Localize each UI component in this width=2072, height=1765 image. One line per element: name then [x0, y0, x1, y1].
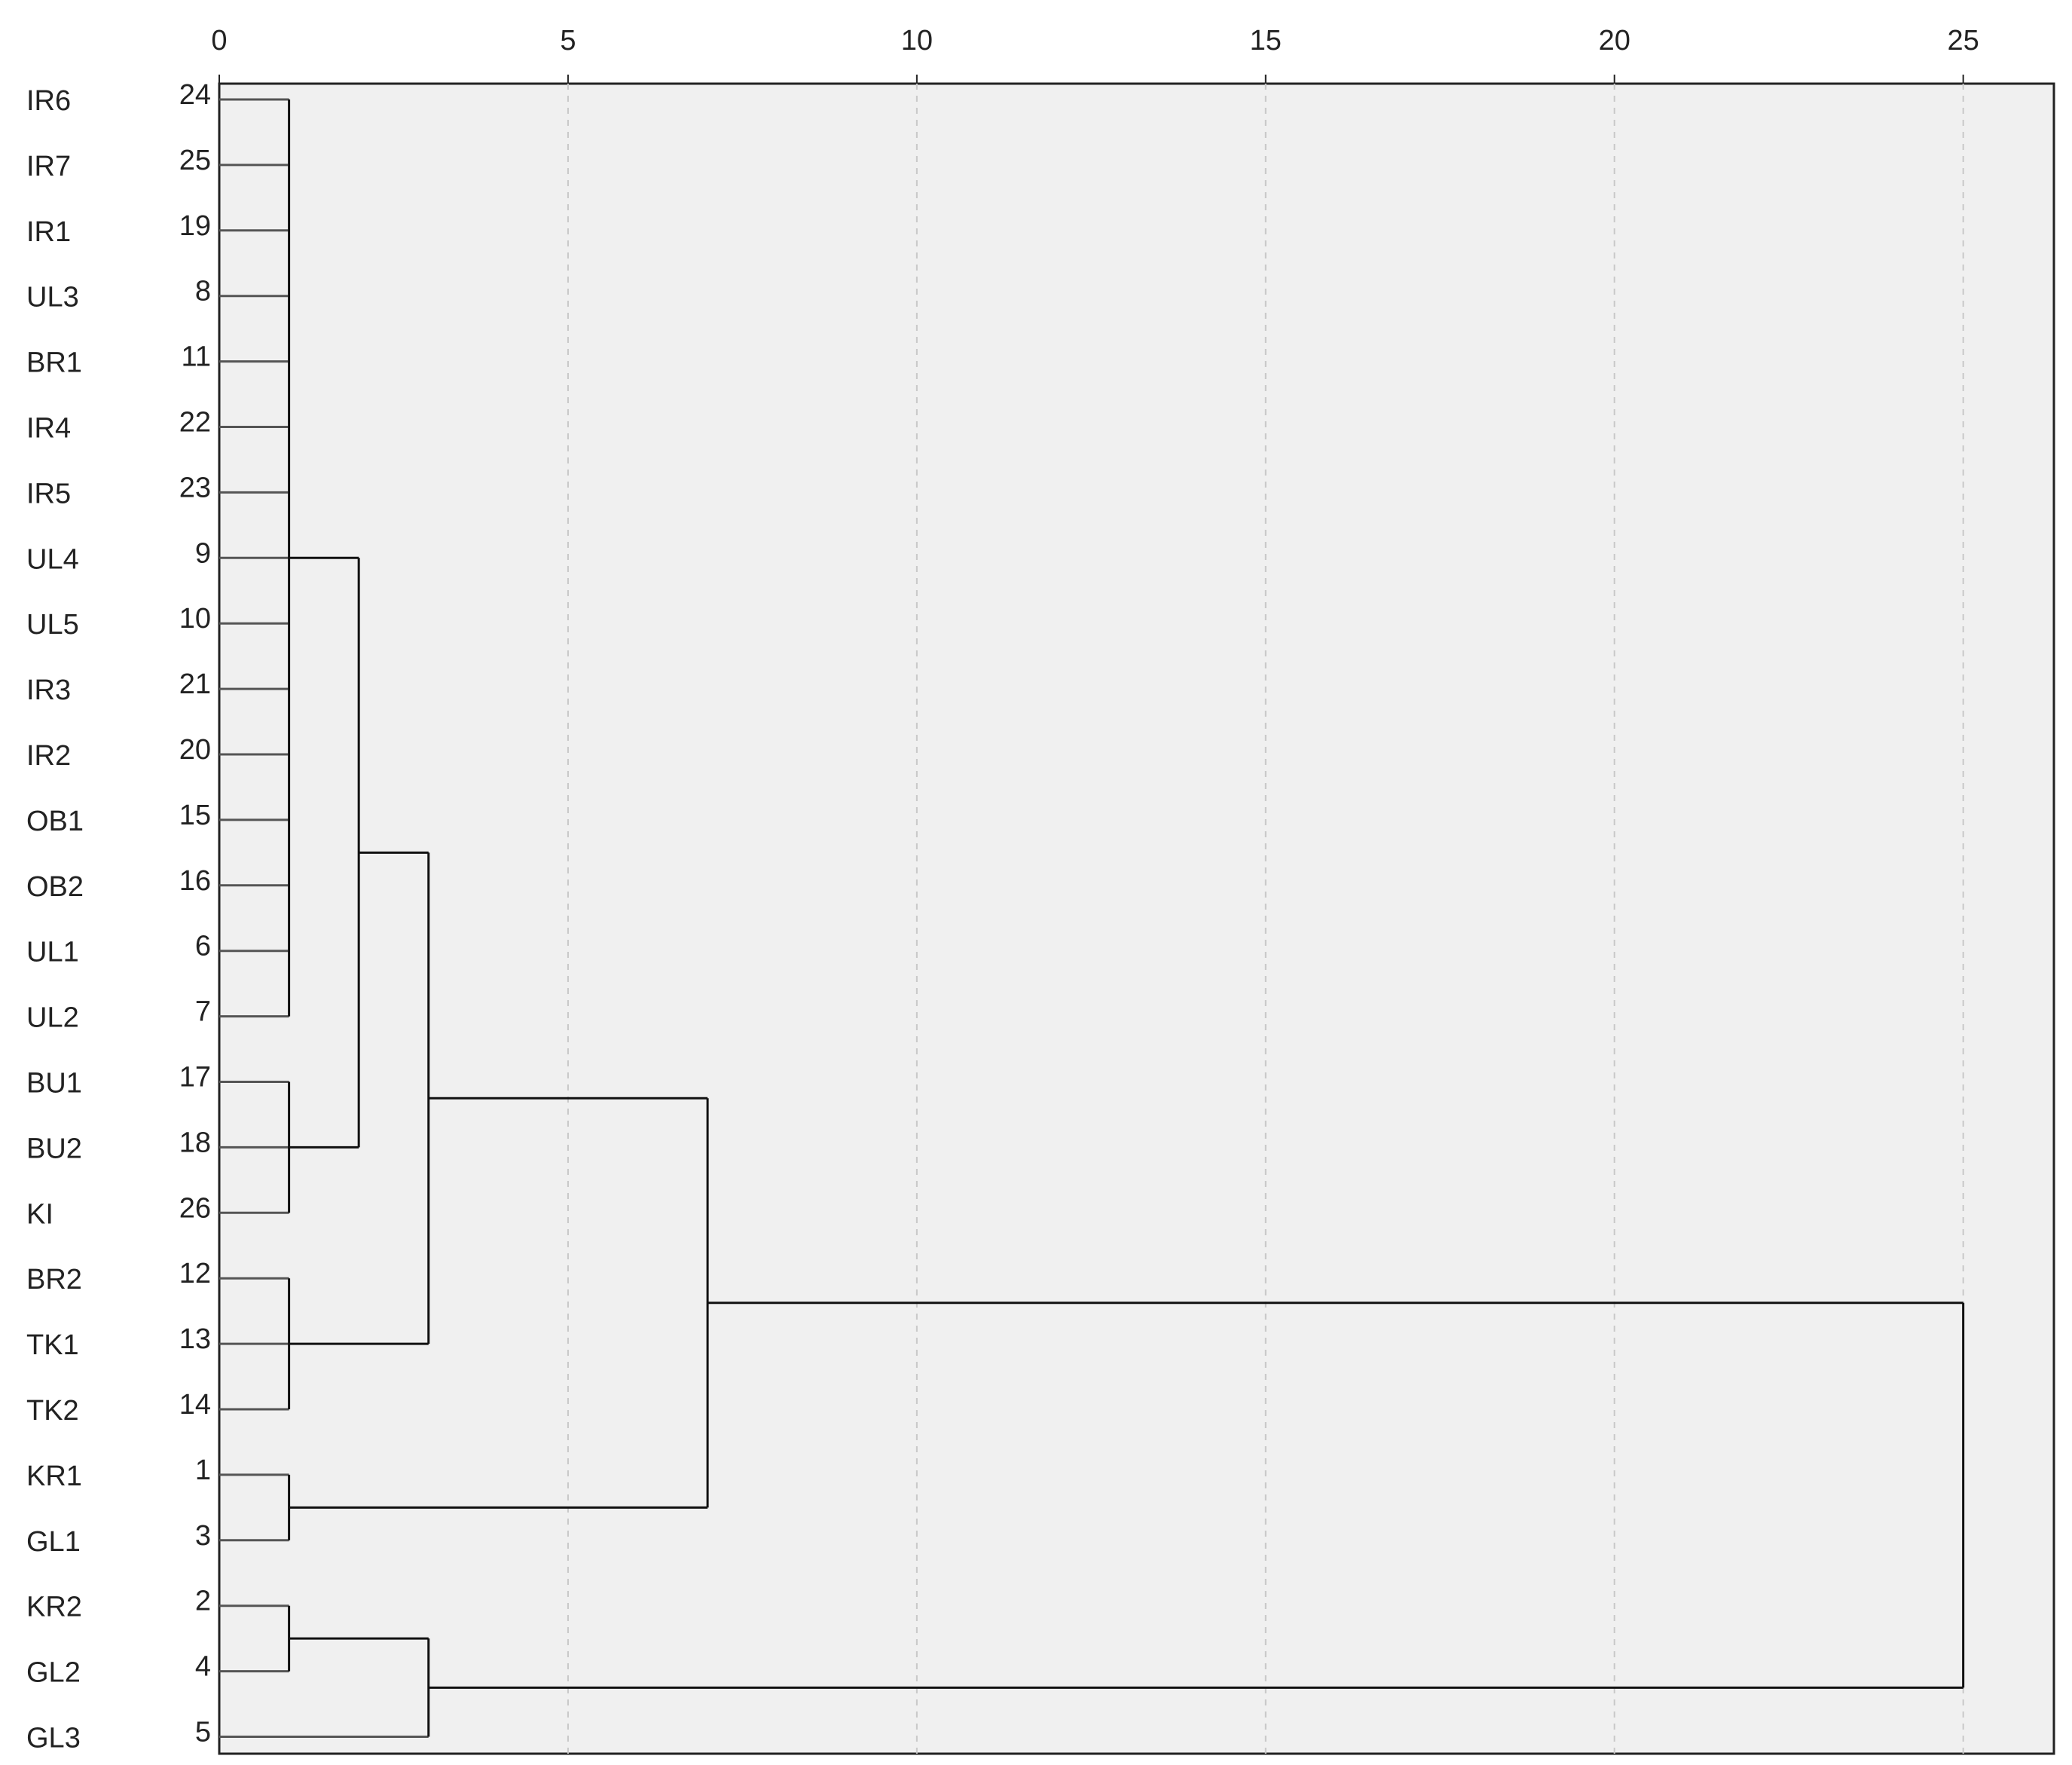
case-number: 24: [179, 79, 211, 111]
case-number: 2: [195, 1586, 211, 1617]
leaf-label: GL2: [26, 1657, 81, 1689]
case-number: 23: [179, 472, 211, 503]
case-number: 6: [195, 931, 211, 962]
case-number: 25: [179, 145, 211, 176]
plot-area: [218, 82, 2055, 1755]
leaf-label: IR1: [26, 216, 71, 248]
leaf-label: GL3: [26, 1723, 81, 1754]
leaf-label: BR1: [26, 347, 82, 379]
case-number: 26: [179, 1192, 211, 1224]
case-number: 20: [179, 734, 211, 766]
leaf-label: BU2: [26, 1133, 82, 1164]
case-number: 1: [195, 1455, 211, 1486]
leaf-label: TK2: [26, 1395, 79, 1427]
case-number: 3: [195, 1520, 211, 1552]
leaf-label: UL1: [26, 937, 79, 968]
leaf-label: UL3: [26, 282, 79, 314]
leaf-label: KI: [26, 1198, 53, 1230]
case-number: 10: [179, 603, 211, 635]
case-number: 13: [179, 1323, 211, 1355]
leaf-label: BU1: [26, 1068, 82, 1100]
leaf-label: KR1: [26, 1461, 82, 1492]
x-tick-label: 25: [1947, 25, 1979, 57]
x-tick-label: 20: [1599, 25, 1630, 57]
case-number: 11: [182, 341, 211, 373]
case-number: 14: [179, 1389, 211, 1421]
case-number: 17: [179, 1062, 211, 1094]
leaf-label: TK1: [26, 1329, 79, 1361]
leaf-label: GL1: [26, 1526, 81, 1558]
leaf-label: BR2: [26, 1264, 82, 1295]
case-number: 15: [179, 800, 211, 831]
leaf-label: IR5: [26, 478, 71, 509]
leaf-label: UL4: [26, 543, 79, 575]
case-number: 22: [179, 407, 211, 439]
case-number: 18: [179, 1127, 211, 1158]
leaf-label: UL2: [26, 1002, 79, 1034]
leaf-label: IR2: [26, 740, 71, 772]
x-tick-label: 5: [560, 25, 576, 57]
case-number: 7: [195, 996, 211, 1028]
leaf-label: IR6: [26, 85, 71, 117]
leaf-label: IR7: [26, 151, 71, 182]
case-number: 16: [179, 865, 211, 897]
leaf-label: KR2: [26, 1592, 82, 1623]
x-tick-label: 0: [211, 25, 227, 57]
case-number: 8: [195, 276, 211, 307]
case-number: 12: [179, 1258, 211, 1289]
x-tick-label: 15: [1250, 25, 1282, 57]
leaf-label: OB1: [26, 806, 84, 837]
leaf-label: OB2: [26, 871, 84, 903]
case-number: 5: [195, 1717, 211, 1748]
x-tick-label: 10: [901, 25, 933, 57]
case-number: 9: [195, 537, 211, 569]
case-number: 21: [179, 668, 211, 700]
case-number: 4: [195, 1651, 211, 1683]
leaf-label: IR3: [26, 674, 71, 706]
leaf-label: IR4: [26, 413, 71, 445]
case-number: 19: [179, 210, 211, 242]
leaf-label: UL5: [26, 609, 79, 641]
